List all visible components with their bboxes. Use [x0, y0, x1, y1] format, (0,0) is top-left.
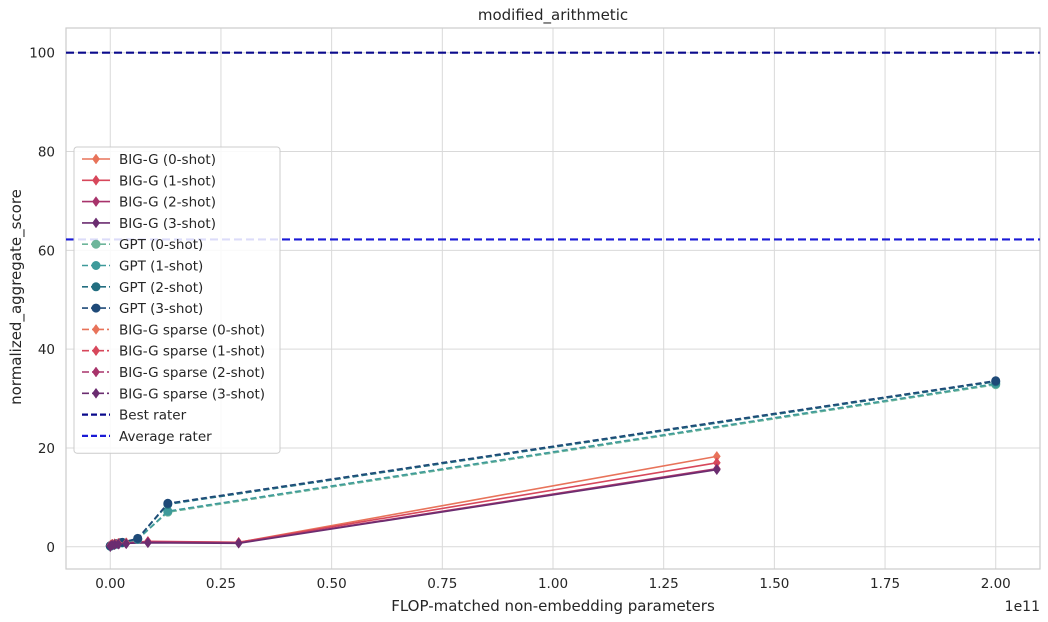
legend-marker	[91, 303, 101, 313]
legend-entry: GPT (1-shot)	[82, 259, 203, 275]
x-tick-label: 1.75	[870, 576, 900, 592]
legend-label: BIG-G (2-shot)	[119, 195, 216, 211]
y-tick-label: 100	[29, 46, 55, 62]
y-tick-label: 40	[38, 342, 55, 358]
legend-marker	[92, 323, 100, 335]
legend-label: Best rater	[119, 408, 187, 424]
legend-entry: BIG-G (0-shot)	[82, 152, 216, 168]
data-point	[991, 376, 1001, 386]
data-point	[122, 538, 131, 550]
legend-label: GPT (3-shot)	[119, 301, 203, 317]
legend-label: GPT (2-shot)	[119, 280, 203, 296]
y-tick-label: 20	[38, 441, 55, 457]
x-tick-label: 0.50	[317, 576, 347, 592]
legend-label: BIG-G (3-shot)	[119, 216, 216, 232]
legend-marker	[91, 282, 101, 292]
legend-entry: BIG-G sparse (1-shot)	[82, 344, 265, 360]
legend-label: GPT (1-shot)	[119, 259, 203, 275]
legend-entry: BIG-G sparse (2-shot)	[82, 365, 265, 381]
legend-label: BIG-G (0-shot)	[119, 152, 216, 168]
legend-entry: GPT (3-shot)	[82, 301, 203, 317]
data-point	[712, 464, 721, 476]
legend-marker	[92, 345, 100, 357]
legend-marker	[92, 174, 100, 186]
data-point	[143, 537, 152, 549]
chart-title: modified_arithmetic	[478, 6, 628, 25]
legend-label: BIG-G (1-shot)	[119, 173, 216, 189]
data-point	[234, 537, 243, 549]
y-axis-label: normalized_aggregate_score	[7, 189, 26, 405]
data-point	[114, 538, 123, 550]
legend-marker	[92, 387, 100, 399]
legend-marker	[92, 217, 100, 229]
x-tick-label: 0.75	[427, 576, 457, 592]
legend-marker	[92, 153, 100, 165]
legend-marker	[91, 239, 101, 249]
legend-marker	[92, 196, 100, 208]
data-point	[163, 498, 173, 508]
x-tick-label: 1.00	[538, 576, 568, 592]
legend-entry: GPT (2-shot)	[82, 280, 203, 296]
legend-marker	[92, 366, 100, 378]
x-axis-label: FLOP-matched non-embedding parameters	[391, 597, 715, 615]
legend-box	[73, 146, 281, 454]
legend-marker	[91, 261, 101, 270]
x-tick-label: 0.00	[95, 576, 125, 592]
legend-label: Average rater	[119, 429, 212, 445]
x-tick-label: 2.00	[981, 576, 1011, 592]
legend-label: BIG-G sparse (3-shot)	[119, 386, 265, 402]
x-tick-label: 0.25	[206, 576, 236, 592]
legend-entry: BIG-G (1-shot)	[82, 173, 216, 189]
legend-entry: GPT (0-shot)	[82, 237, 203, 253]
legend-entry: BIG-G (2-shot)	[82, 195, 216, 211]
x-tick-label: 1.25	[649, 576, 679, 592]
legend: BIG-G (0-shot) BIG-G (1-shot) BIG-G (2-sho…	[73, 146, 281, 454]
plot-frame	[65, 27, 1041, 570]
legend-entry: BIG-G sparse (3-shot)	[82, 386, 265, 402]
legend-entry: BIG-G sparse (0-shot)	[82, 322, 265, 338]
y-tick-label: 80	[38, 145, 55, 161]
x-tick-label: 1.50	[759, 576, 789, 592]
legend-label: BIG-G sparse (0-shot)	[119, 322, 265, 338]
data-point	[133, 533, 143, 543]
legend-label: GPT (0-shot)	[119, 237, 203, 253]
y-tick-label: 0	[46, 540, 55, 556]
legend-label: BIG-G sparse (2-shot)	[119, 365, 265, 381]
legend-entry: BIG-G (3-shot)	[82, 216, 216, 232]
series-big-g-sparse-3-shot	[106, 538, 131, 552]
y-tick-label: 60	[38, 243, 55, 259]
legend-label: BIG-G sparse (1-shot)	[119, 344, 265, 360]
x-offset-label: 1e11	[1005, 599, 1040, 615]
legend-entry: Average rater	[82, 429, 212, 445]
legend-entry: Best rater	[82, 408, 187, 424]
